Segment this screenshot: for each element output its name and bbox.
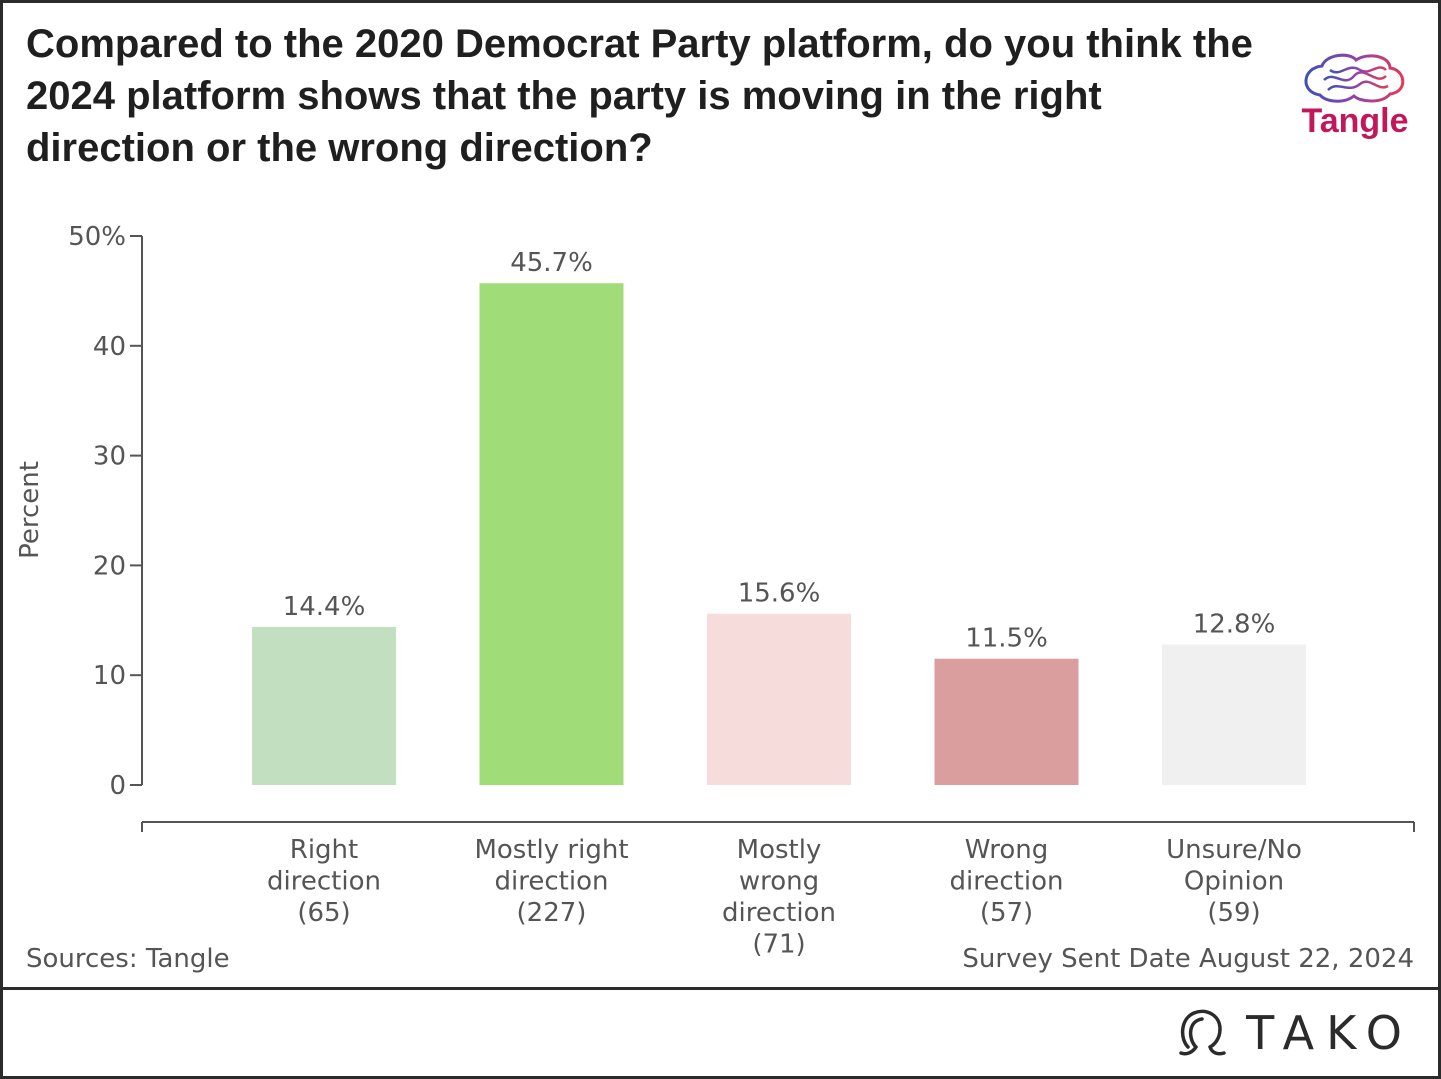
omega-icon [1179, 1009, 1226, 1056]
bar [1162, 644, 1306, 785]
brand-text: TAKO [1246, 1006, 1414, 1060]
logo-text: Tangle [1301, 102, 1409, 140]
tako-brand: TAKO [1178, 1006, 1414, 1060]
x-tick-label: Mostly wrong direction (71) [722, 835, 836, 960]
bar-value-label: 45.7% [510, 248, 593, 278]
x-tick-label: Mostly right direction (227) [474, 835, 628, 928]
bar-value-label: 11.5% [965, 624, 1048, 654]
y-tick-label: 10 [93, 661, 126, 691]
y-axis-label: Percent [15, 461, 45, 559]
x-tick-label: Wrong direction (57) [950, 835, 1064, 928]
x-axis: Right direction (65) Mostly right direction(… [141, 821, 1415, 960]
y-tick-label: 30 [93, 442, 126, 472]
chart-title: Compared to the 2020 Democrat Party plat… [26, 22, 1253, 170]
brain-icon [1304, 53, 1405, 103]
survey-date: Survey Sent Date August 22, 2024 [962, 944, 1414, 974]
bar-value-label: 12.8% [1193, 609, 1276, 639]
bar [934, 658, 1079, 785]
y-tick-label: 50% [68, 222, 126, 252]
bar [479, 283, 624, 785]
source-note: Sources: Tangle [26, 944, 230, 974]
bar [707, 613, 851, 785]
bars: 14.4% 45.7% 15.6% 11.5% 12.8% [252, 248, 1306, 785]
footer-divider [0, 987, 1441, 990]
x-tick-label: Right direction (65) [267, 835, 381, 928]
bar-chart: 0 10 20 30 40 50% Right direction (65) Mostly ri… [15, 222, 1415, 960]
bar [252, 626, 396, 785]
bar-value-label: 14.4% [283, 592, 366, 622]
y-tick-label: 40 [93, 332, 126, 362]
tangle-logo: Tangle [1290, 50, 1420, 150]
y-axis: 0 10 20 30 40 50% [68, 222, 143, 801]
x-tick-label: Unsure/No Opinion (59) [1166, 835, 1302, 928]
bar-value-label: 15.6% [738, 579, 821, 609]
y-tick-label: 20 [93, 551, 126, 581]
y-tick-label: 0 [109, 771, 126, 801]
